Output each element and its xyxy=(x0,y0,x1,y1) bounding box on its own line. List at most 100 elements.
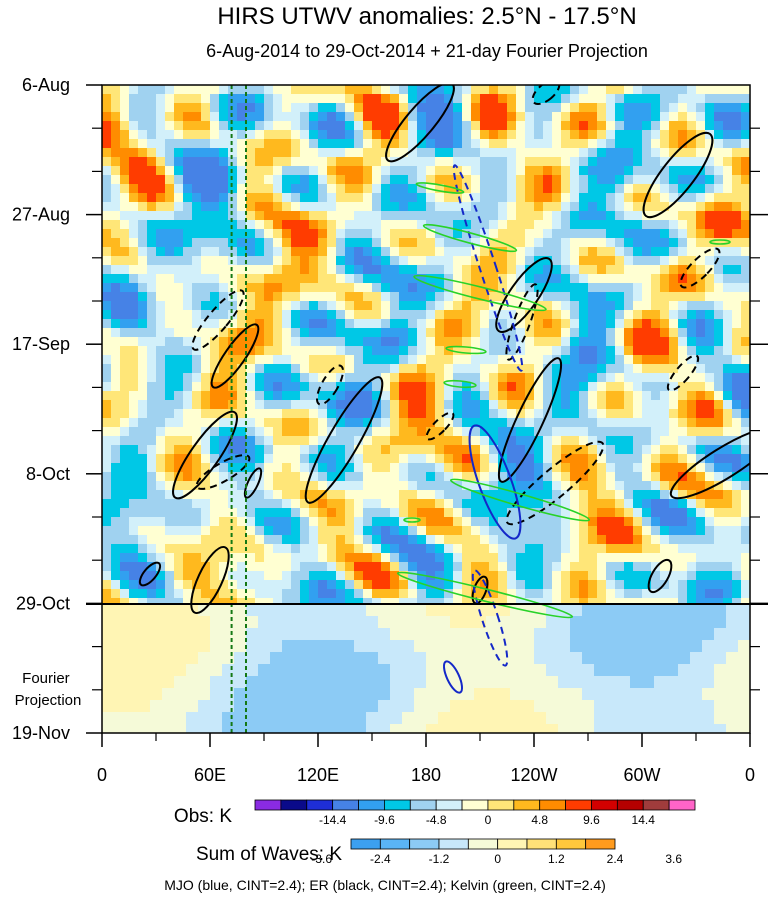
kelvin-contour xyxy=(449,478,591,522)
colorbar-swatch xyxy=(642,799,670,811)
observed-anomaly-field xyxy=(102,85,750,604)
kelvin-contour xyxy=(709,239,731,245)
mjo-contour xyxy=(468,424,522,540)
wave-contours xyxy=(138,85,750,694)
x-tick-label: 60W xyxy=(623,765,660,785)
kelvin-contour xyxy=(422,223,518,253)
er-contour xyxy=(210,323,260,389)
colorbar-swatch xyxy=(616,799,644,811)
colorbar-swatch xyxy=(461,799,489,811)
er-contour xyxy=(679,247,721,289)
colorbar-label: -1.2 xyxy=(429,852,450,866)
y-axis: 6-Aug 27-Aug 17-Sep 8-Oct 29-Oct 19-Nov xyxy=(12,75,768,743)
kelvin-contour xyxy=(396,571,574,619)
mjo-contour xyxy=(471,569,509,667)
colorbar-swatch xyxy=(358,799,385,811)
er-contour xyxy=(243,467,263,499)
mjo-contour xyxy=(442,660,464,694)
y-tick-label: 29-Oct xyxy=(16,593,70,613)
colorbar-label: 9.6 xyxy=(583,813,600,827)
colorbar-label: 14.4 xyxy=(632,813,656,827)
colorbar-label: -3.6 xyxy=(311,852,332,866)
colorbar-swatch xyxy=(379,838,411,850)
x-tick-label: 0 xyxy=(745,765,755,785)
colorbar-swatch xyxy=(487,799,515,811)
er-contour xyxy=(385,85,455,163)
projection-label: Fourier Projection xyxy=(15,670,82,709)
x-tick-label: 180 xyxy=(411,765,441,785)
colorbar-swatch xyxy=(332,799,359,811)
colorbar-swatch xyxy=(384,799,411,811)
er-contour xyxy=(505,440,605,526)
er-contour xyxy=(195,454,251,490)
er-contour xyxy=(316,364,344,406)
x-tick-label: 60E xyxy=(194,765,226,785)
colorbar-swatch xyxy=(668,799,696,811)
colorbar-swatch xyxy=(435,799,463,811)
mjo-contour xyxy=(452,164,524,372)
colorbar-swatch xyxy=(555,838,587,850)
obs-colorbar-title: Obs: K xyxy=(174,806,232,827)
colorbar-swatch xyxy=(565,799,592,811)
colorbar-swatch xyxy=(254,799,282,811)
er-contour xyxy=(669,426,750,500)
colorbar-swatch xyxy=(585,838,616,850)
er-contour xyxy=(642,131,714,219)
colorbar-swatch xyxy=(438,838,469,850)
legend-note: MJO (blue, CINT=2.4); ER (black, CINT=2.… xyxy=(164,877,606,893)
colorbar-swatch xyxy=(306,799,334,811)
colorbar-label: -14.4 xyxy=(319,813,347,827)
colorbar-label: 0 xyxy=(485,813,492,827)
chart-title: HIRS UTWV anomalies: 2.5°N - 17.5°N xyxy=(217,3,636,30)
colorbar-label: -9.6 xyxy=(374,813,395,827)
colorbar-swatch xyxy=(280,799,308,811)
colorbar-label: 2.4 xyxy=(607,852,624,866)
projection-anomaly-field xyxy=(102,604,750,733)
x-tick-label: 0 xyxy=(97,765,107,785)
er-contour xyxy=(190,545,230,615)
kelvin-contour xyxy=(445,345,487,355)
colorbar-label: -2.4 xyxy=(370,852,391,866)
y-tick-label: 27-Aug xyxy=(12,205,70,225)
er-contour xyxy=(191,289,245,351)
y-tick-label: 6-Aug xyxy=(22,75,70,95)
colorbar-label: 1.2 xyxy=(548,852,565,866)
colorbar-swatch xyxy=(539,799,566,811)
colorbar-swatch xyxy=(409,838,440,850)
kelvin-contour xyxy=(415,182,465,194)
er-contour xyxy=(304,376,384,504)
waves-colorbar-title: Sum of Waves: K xyxy=(196,844,342,865)
y-tick-label: 19-Nov xyxy=(12,723,70,743)
colorbar-swatch xyxy=(526,838,557,850)
er-contour xyxy=(666,354,700,392)
obs-colorbar: -14.4 -9.6 -4.8 0 4.8 9.6 14.4 xyxy=(254,799,696,827)
er-contour xyxy=(138,561,162,587)
x-axis: 0 60E 120E 180 120W 60W 0 xyxy=(97,733,755,785)
colorbar-label: 4.8 xyxy=(531,813,548,827)
x-tick-label: 120W xyxy=(510,765,557,785)
kelvin-contour xyxy=(403,517,421,523)
colorbar-label: -4.8 xyxy=(426,813,447,827)
colorbar-label: 0 xyxy=(494,852,501,866)
colorbar-swatch xyxy=(350,838,381,850)
colorbar-swatch xyxy=(591,799,618,811)
er-contour xyxy=(505,283,539,361)
er-contour xyxy=(531,85,561,105)
kelvin-contour xyxy=(413,274,547,312)
colorbar-swatch xyxy=(513,799,541,811)
colorbar-swatch xyxy=(409,799,437,811)
chart-subtitle: 6-Aug-2014 to 29-Oct-2014 + 21-day Fouri… xyxy=(206,41,648,61)
y-tick-label: 17-Sep xyxy=(12,334,70,354)
colorbar-label: 3.6 xyxy=(665,852,682,866)
x-tick-label: 120E xyxy=(297,765,339,785)
er-contour xyxy=(497,357,563,483)
colorbar-swatch xyxy=(467,838,499,850)
colorbar-swatch xyxy=(497,838,528,850)
waves-colorbar: -3.6 -2.4 -1.2 0 1.2 2.4 3.6 xyxy=(311,838,682,866)
er-contour xyxy=(425,411,455,441)
kelvin-contour xyxy=(443,379,477,389)
y-tick-label: 8-Oct xyxy=(26,464,70,484)
er-contour xyxy=(172,410,238,500)
er-contour xyxy=(647,558,673,594)
